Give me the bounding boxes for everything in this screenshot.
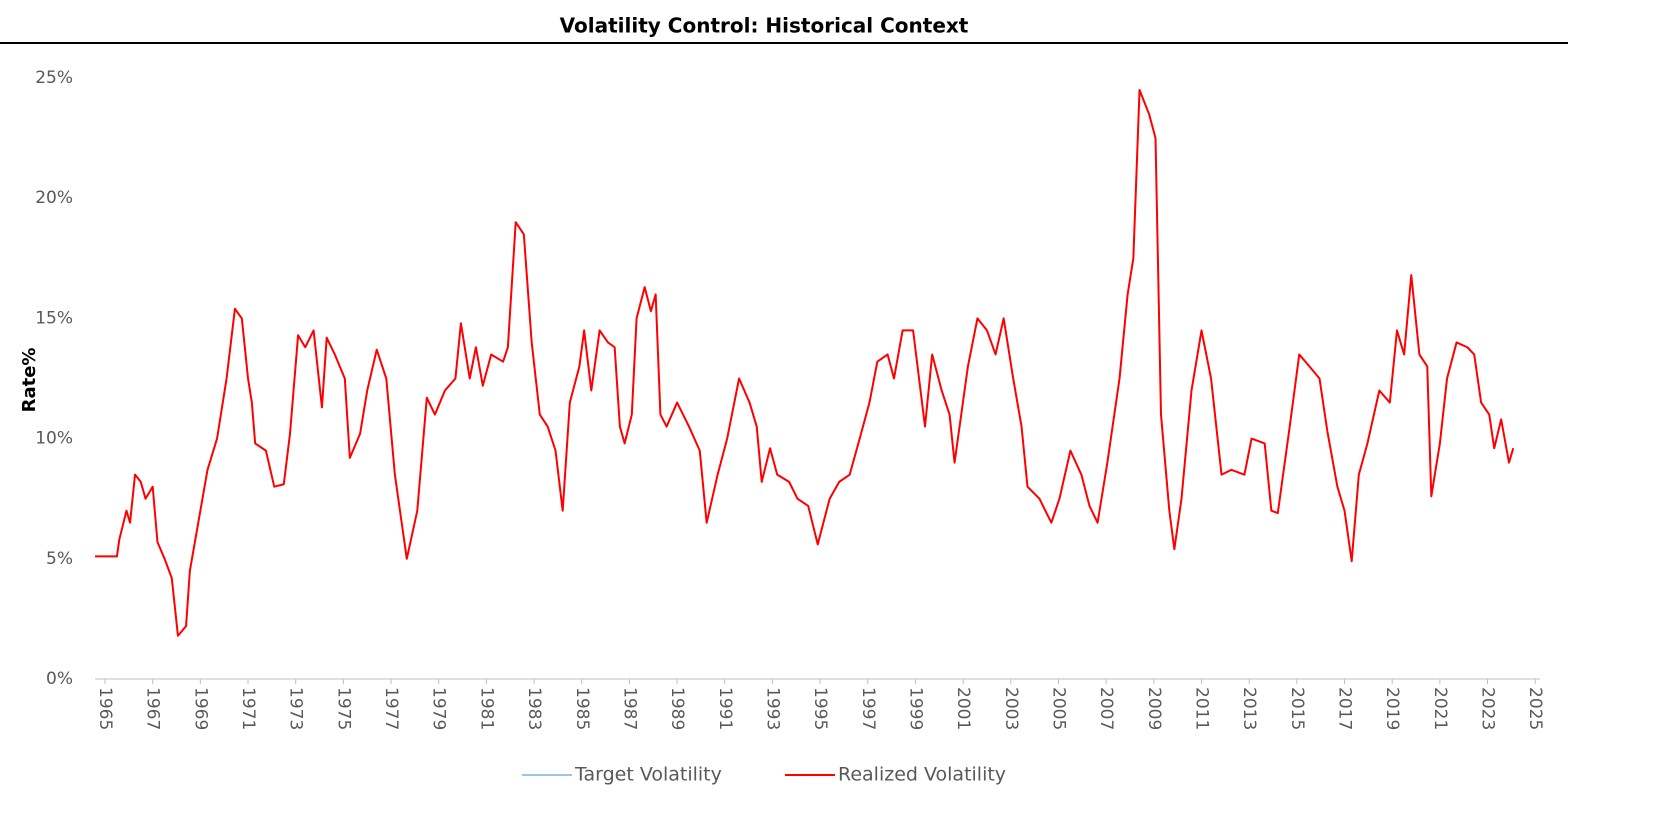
x-tick-label: 1993 bbox=[762, 687, 782, 730]
x-tick-label: 2019 bbox=[1382, 687, 1402, 730]
x-tick-label: 1977 bbox=[381, 687, 401, 730]
x-tick-label: 1985 bbox=[572, 687, 592, 730]
x-tick-label: 1989 bbox=[667, 687, 687, 730]
x-tick-label: 1975 bbox=[333, 687, 353, 730]
x-tick-label: 1965 bbox=[95, 687, 115, 730]
x-tick-label: 2015 bbox=[1287, 687, 1307, 730]
x-tick-label: 2005 bbox=[1048, 687, 1068, 730]
x-tick-label: 2023 bbox=[1478, 687, 1498, 730]
y-tick-label: 0% bbox=[46, 669, 73, 689]
y-tick-label: 20% bbox=[35, 188, 73, 208]
x-tick-label: 2013 bbox=[1239, 687, 1259, 730]
x-tick-label: 2001 bbox=[953, 687, 973, 730]
x-tick-label: 1983 bbox=[524, 687, 544, 730]
x-tick-label: 1979 bbox=[429, 687, 449, 730]
y-axis-title: Rate% bbox=[19, 348, 40, 413]
y-tick-label: 15% bbox=[35, 308, 73, 328]
x-tick-label: 1973 bbox=[286, 687, 306, 730]
y-tick-label: 25% bbox=[35, 68, 73, 88]
x-tick-label: 2009 bbox=[1144, 687, 1164, 730]
x-tick-label: 1981 bbox=[476, 687, 496, 730]
x-tick-label: 1987 bbox=[619, 687, 639, 730]
x-tick-label: 1971 bbox=[238, 687, 258, 730]
x-tick-label: 2011 bbox=[1192, 687, 1212, 730]
legend-label: Target Volatility bbox=[574, 764, 722, 786]
x-tick-label: 1999 bbox=[905, 687, 925, 730]
y-tick-label: 5% bbox=[46, 549, 73, 569]
x-tick-label: 1967 bbox=[143, 687, 163, 730]
chart-title: Volatility Control: Historical Context bbox=[560, 14, 969, 38]
x-tick-label: 2025 bbox=[1525, 687, 1545, 730]
x-tick-label: 1969 bbox=[190, 687, 210, 730]
x-tick-label: 2003 bbox=[1001, 687, 1021, 730]
x-tick-label: 1991 bbox=[715, 687, 735, 730]
x-tick-label: 2017 bbox=[1335, 687, 1355, 730]
x-tick-label: 1997 bbox=[858, 687, 878, 730]
x-tick-label: 1995 bbox=[810, 687, 830, 730]
x-tick-label: 2021 bbox=[1430, 687, 1450, 730]
y-tick-label: 10% bbox=[35, 429, 73, 449]
legend-label: Realized Volatility bbox=[838, 764, 1006, 786]
x-tick-label: 2007 bbox=[1096, 687, 1116, 730]
series-line bbox=[95, 89, 1515, 637]
